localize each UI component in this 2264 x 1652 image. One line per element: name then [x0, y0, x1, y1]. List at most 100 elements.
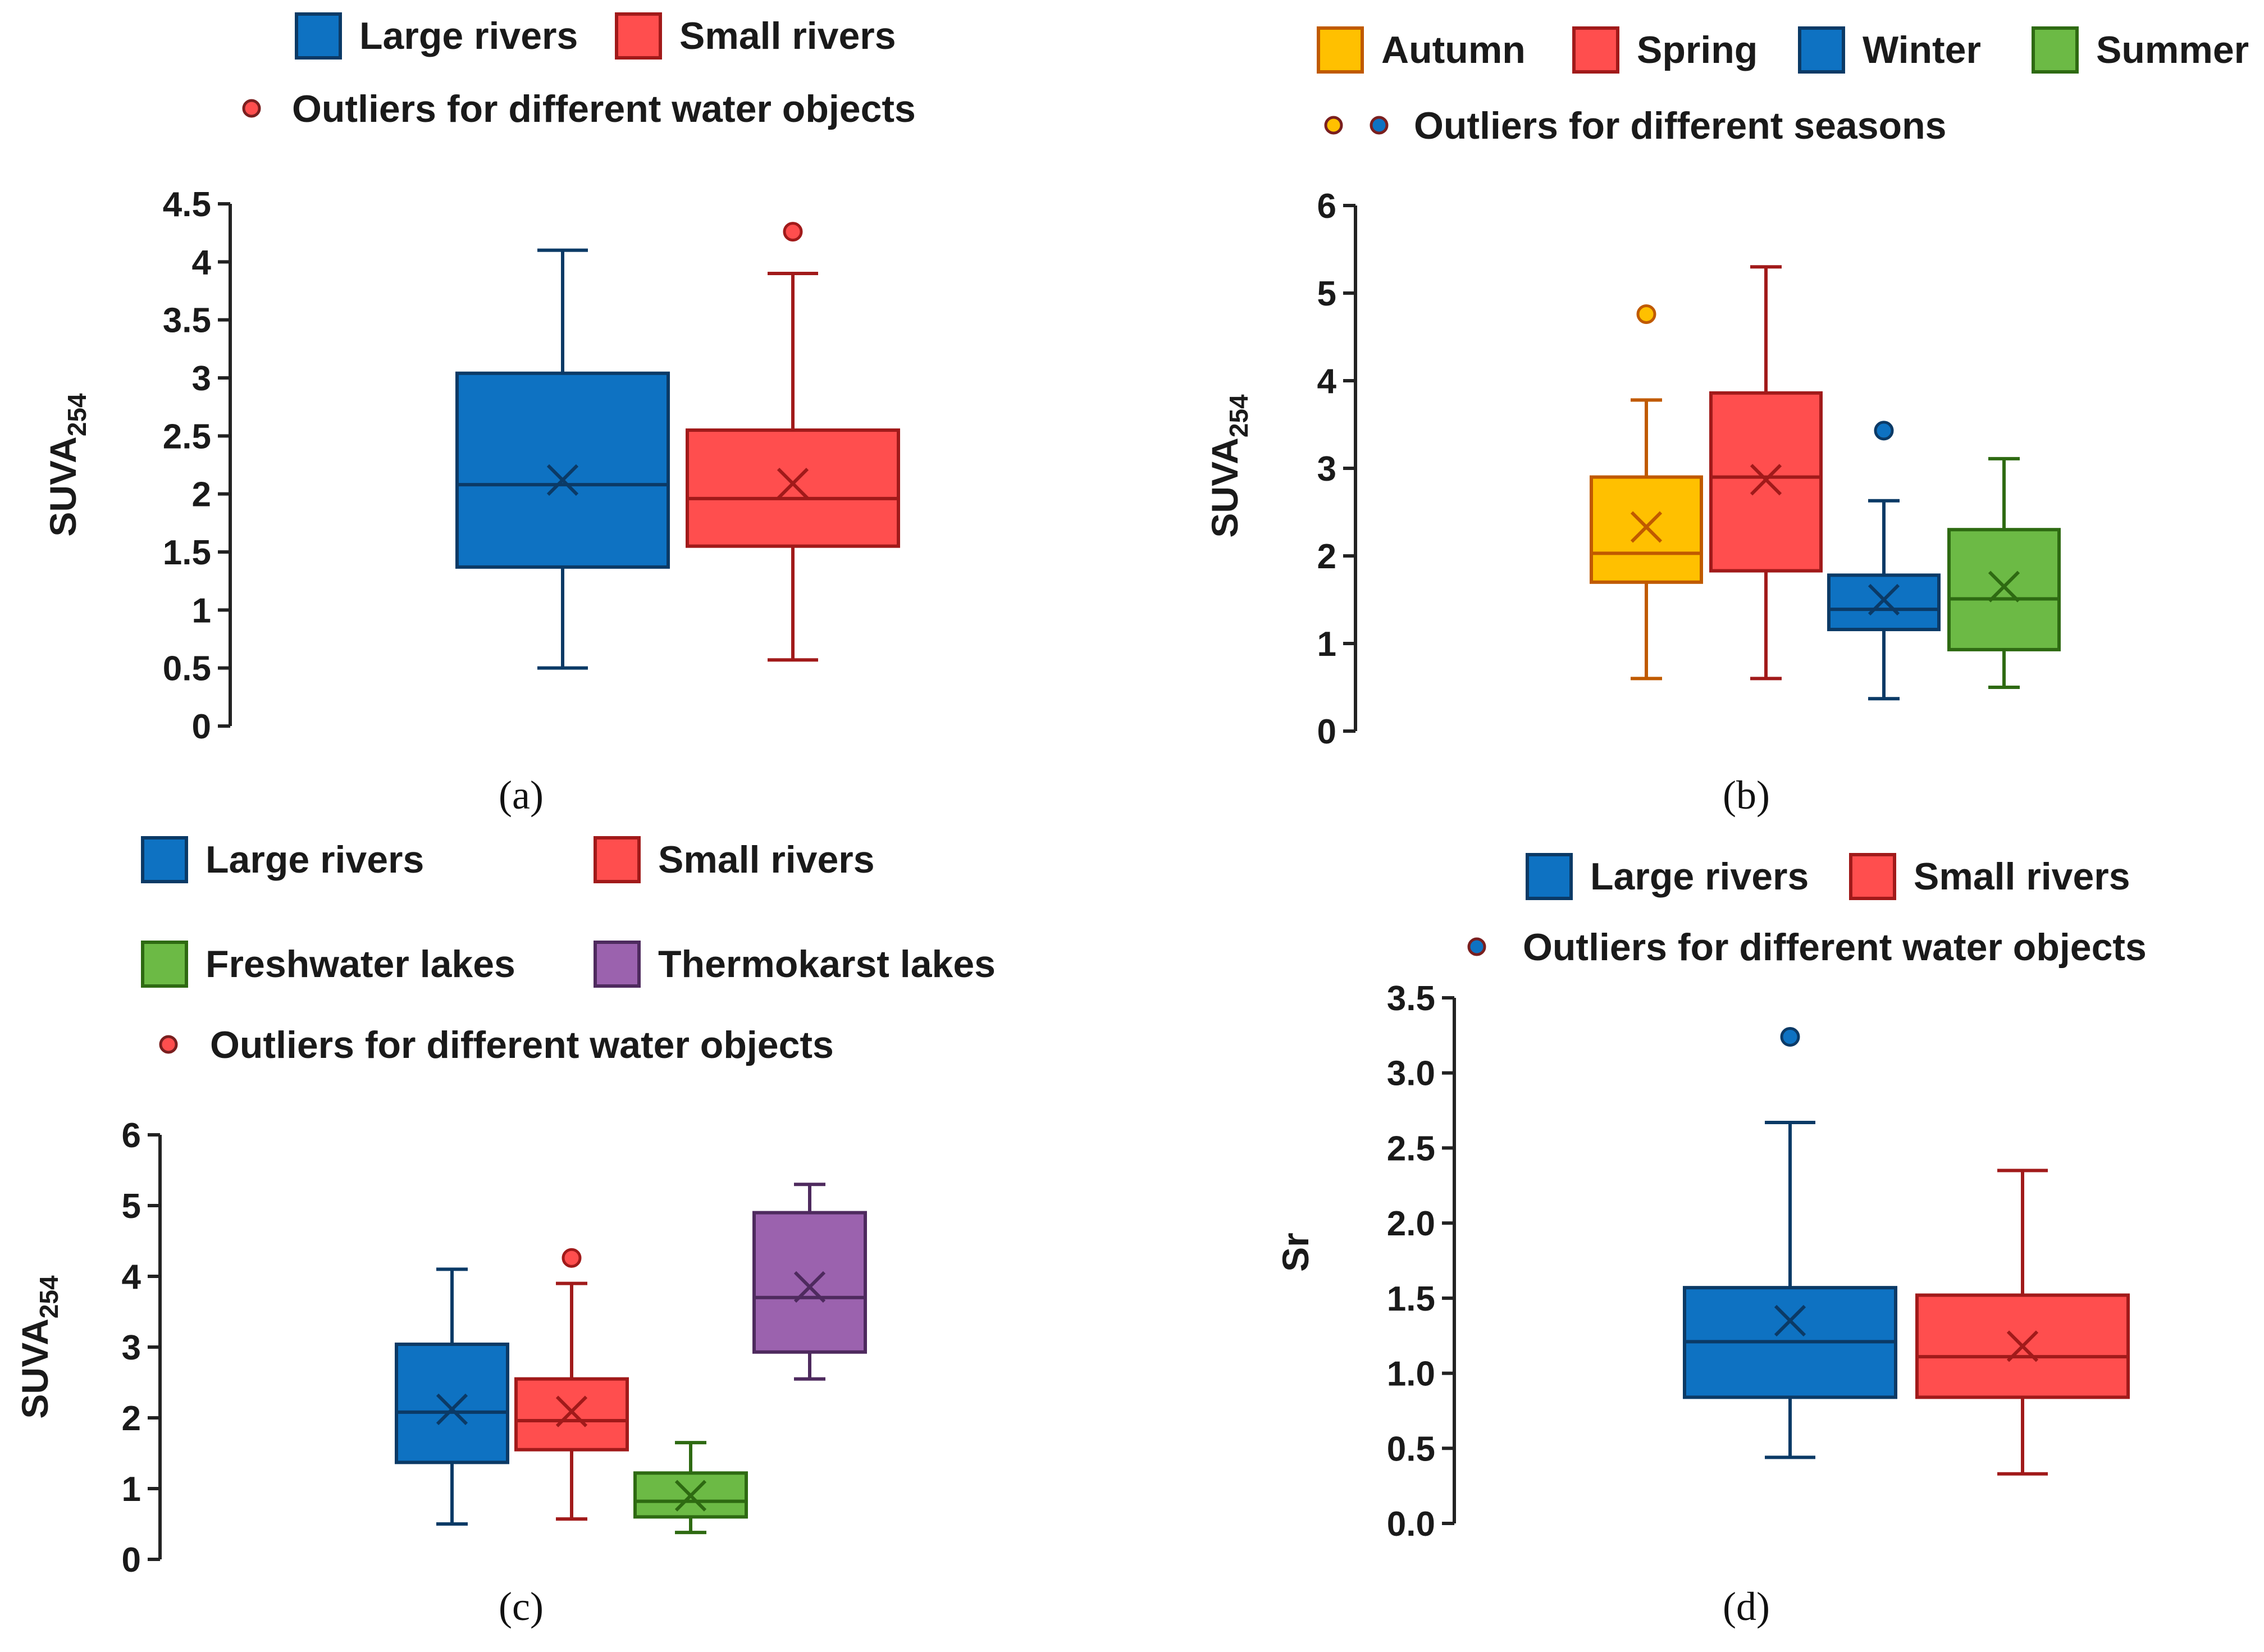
legend-swatch-large-rivers [1526, 853, 1573, 900]
y-axis-label: SUVA254 [14, 1275, 63, 1419]
box-iqr [1827, 573, 1941, 632]
legend-swatch-autumn [1317, 26, 1364, 74]
box-iqr [1590, 475, 1703, 584]
box-iqr [686, 428, 900, 548]
panel-caption: (b) [1723, 773, 1770, 818]
outlier-point [1874, 421, 1894, 441]
box-iqr [752, 1211, 867, 1354]
legend-swatch-summer [2032, 26, 2079, 74]
y-tick-label: 1 [1317, 625, 1336, 664]
box-large-rivers [1683, 1027, 1897, 1459]
y-axis-label-subscript: 254 [34, 1275, 63, 1318]
y-axis-label-subscript: 254 [62, 393, 92, 436]
y-tick-label: 0 [1317, 713, 1336, 751]
mean-marker [1988, 571, 2020, 603]
y-tick-label: 3 [122, 1329, 141, 1367]
mean-marker [1630, 511, 1663, 543]
y-tick-label: 2 [192, 476, 211, 514]
panel-c: Large rivers Small rivers Freshwater lakes… [14, 836, 996, 1629]
mean-marker [1774, 1304, 1806, 1337]
legend-swatch-large-rivers [295, 12, 342, 60]
y-tick-label: 1 [122, 1470, 141, 1509]
y-axis-label-main: SUVA [42, 436, 84, 536]
y-tick-label: 1.5 [1387, 1280, 1435, 1318]
mean-marker [546, 464, 579, 496]
legend-swatch-small-rivers [615, 12, 662, 60]
y-tick-label: 0.0 [1387, 1505, 1435, 1544]
y-tick-label: 3.0 [1387, 1055, 1435, 1093]
box-large-rivers [395, 1267, 509, 1526]
mean-marker [674, 1480, 707, 1512]
box-winter [1827, 421, 1941, 701]
y-tick-label: 1 [192, 591, 211, 630]
box-summer [1947, 457, 2061, 689]
y-tick-label: 2.0 [1387, 1204, 1435, 1243]
legend-label-small-rivers: Small rivers [658, 838, 875, 881]
panel-caption: (c) [499, 1584, 544, 1629]
box-iqr [455, 371, 670, 569]
panel-d: Large rivers Small rivers Outliers for dif… [1275, 853, 2147, 1629]
mean-marker [2006, 1330, 2039, 1362]
y-tick-label: 3.5 [1387, 979, 1435, 1018]
legend-outlier-marker [1324, 116, 1343, 135]
legend-outlier-marker [1467, 937, 1486, 956]
legend-label-freshwater-lakes: Freshwater lakes [206, 943, 515, 985]
y-axis-label-main: SUVA [1204, 437, 1245, 537]
y-tick-label: 2.5 [1387, 1129, 1435, 1168]
box-thermokarst-lakes [752, 1183, 867, 1381]
legend-swatch-small-rivers [594, 836, 641, 883]
panel-caption: (d) [1723, 1584, 1770, 1629]
box-small-rivers [686, 222, 900, 662]
legend-outlier-label: Outliers for different water objects [210, 1024, 834, 1066]
legend-swatch-freshwater-lakes [141, 941, 188, 988]
legend-swatch-small-rivers [1849, 853, 1896, 900]
y-tick-label: 0.5 [1387, 1430, 1435, 1468]
box-small-rivers [1915, 1169, 2130, 1476]
y-tick-label: 5 [122, 1187, 141, 1226]
legend-outlier-marker [1370, 116, 1389, 135]
y-tick-label: 3.5 [163, 302, 211, 340]
legend-swatch-large-rivers [141, 836, 188, 883]
y-tick-label: 0 [122, 1541, 141, 1580]
legend-label-large-rivers: Large rivers [206, 838, 424, 881]
y-axis-label: Sr [1275, 1233, 1316, 1272]
legend-label-small-rivers: Small rivers [679, 15, 896, 57]
legend-label-spring: Spring [1637, 29, 1758, 71]
outlier-point [1636, 304, 1656, 324]
box-iqr [514, 1377, 629, 1452]
y-tick-label: 2 [1317, 537, 1336, 576]
legend-label-large-rivers: Large rivers [1590, 855, 1809, 898]
mean-marker [1868, 583, 1900, 616]
y-tick-label: 0.5 [163, 650, 211, 688]
legend-label-large-rivers: Large rivers [359, 15, 578, 57]
y-tick-label: 3 [192, 359, 211, 398]
y-tick-label: 0 [192, 708, 211, 746]
box-small-rivers [514, 1248, 629, 1521]
box-iqr [1947, 528, 2061, 651]
outlier-point [783, 222, 803, 242]
legend-outlier-label: Outliers for different water objects [292, 88, 916, 130]
box-freshwater-lakes [633, 1441, 748, 1535]
legend-swatch-winter [1798, 26, 1845, 74]
y-tick-label: 2.5 [163, 417, 211, 456]
legend-swatch-spring [1572, 26, 1619, 74]
y-tick-label: 2 [122, 1399, 141, 1438]
y-axis-label: SUVA254 [1204, 394, 1253, 538]
y-tick-label: 3 [1317, 450, 1336, 489]
y-tick-label: 5 [1317, 275, 1336, 313]
y-tick-label: 4.5 [163, 185, 211, 224]
mean-marker [777, 467, 809, 500]
outlier-point [562, 1248, 582, 1268]
legend-outlier-marker [159, 1035, 178, 1054]
panel-caption: (a) [499, 773, 544, 818]
box-autumn [1590, 304, 1703, 681]
panel-a: Large rivers Small rivers Outliers for dif… [42, 12, 916, 818]
mean-marker [793, 1271, 826, 1303]
y-tick-label: 6 [1317, 187, 1336, 226]
legend-label-winter: Winter [1863, 29, 1981, 71]
legend-swatch-thermokarst-lakes [594, 941, 641, 988]
mean-marker [555, 1395, 588, 1427]
y-tick-label: 6 [122, 1116, 141, 1155]
y-axis-label-main: SUVA [14, 1318, 56, 1418]
